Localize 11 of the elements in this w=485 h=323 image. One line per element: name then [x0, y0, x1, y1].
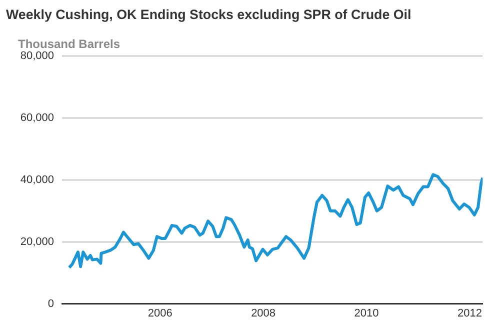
chart-title: Weekly Cushing, OK Ending Stocks excluding SPR of Crude Oil: [6, 7, 412, 22]
x-tick-label: 2010: [354, 307, 379, 320]
y-tick-label: 80,000: [20, 50, 54, 62]
y-tick-label: 0: [48, 298, 54, 310]
x-tick-label: 2006: [148, 307, 172, 320]
y-axis-title: Thousand Barrels: [18, 37, 120, 51]
y-tick-label: 40,000: [20, 174, 54, 186]
y-tick-label: 20,000: [20, 236, 54, 248]
y-tick-label: 60,000: [20, 112, 54, 124]
x-tick-label: 2012: [458, 307, 482, 320]
x-tick-label: 2008: [251, 307, 276, 320]
